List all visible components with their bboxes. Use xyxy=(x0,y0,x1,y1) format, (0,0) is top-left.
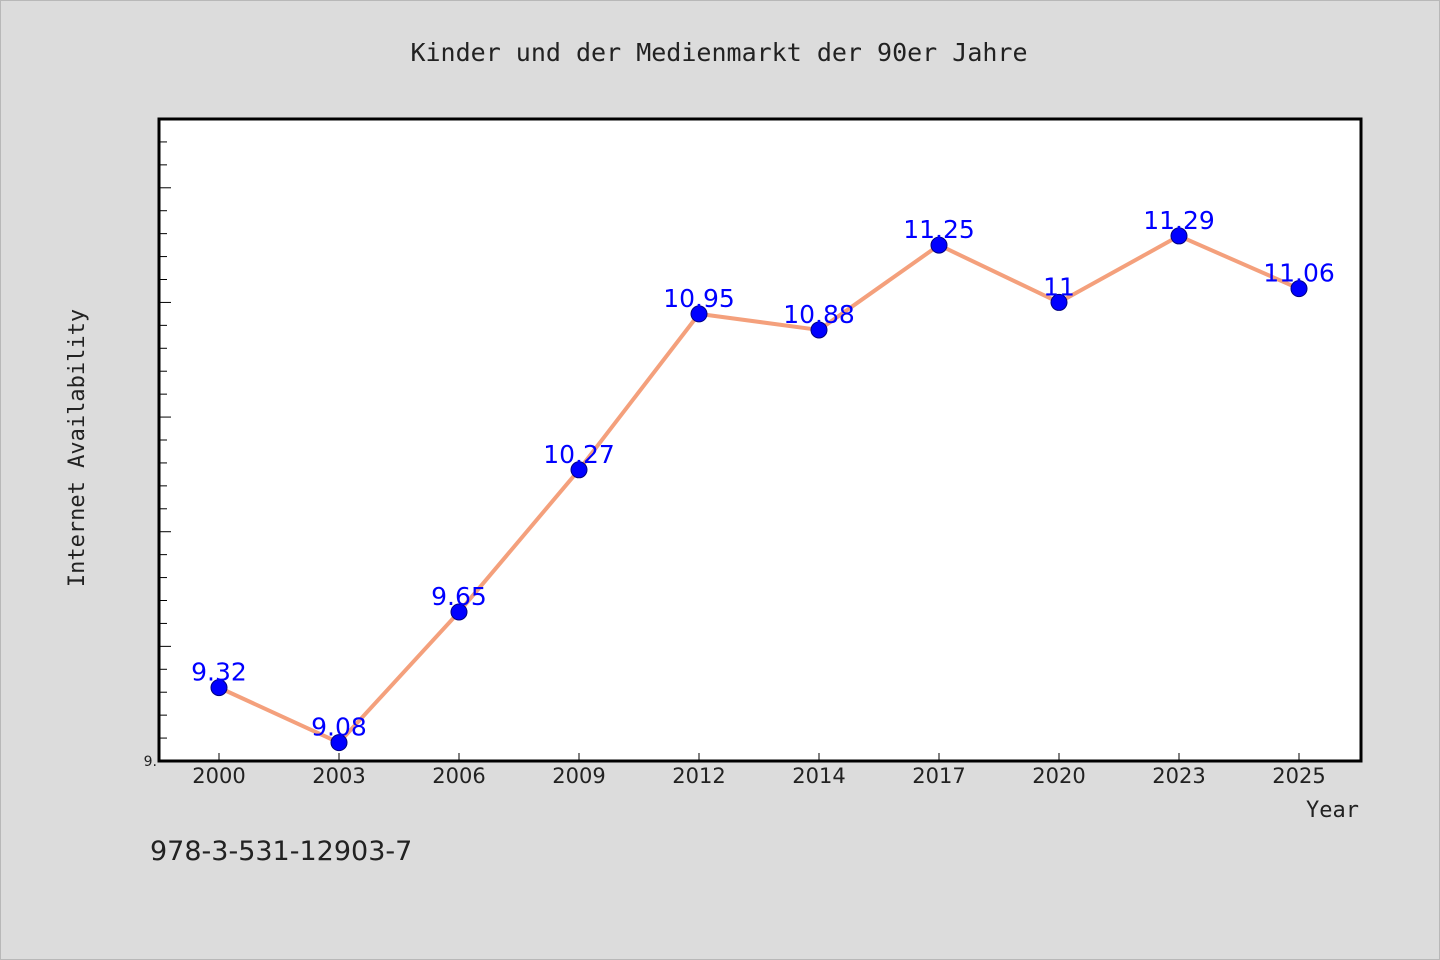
data-points xyxy=(210,227,1308,752)
x-tick-label: 2012 xyxy=(672,764,725,788)
y-axis-title: Internet Availability xyxy=(65,309,90,587)
data-point xyxy=(1290,280,1308,298)
x-tick-label: 2000 xyxy=(192,764,245,788)
data-point xyxy=(810,321,828,339)
data-point xyxy=(210,679,228,697)
plot-area xyxy=(157,117,1363,763)
data-point xyxy=(570,461,588,479)
data-label: 11 xyxy=(1043,272,1075,301)
data-label: 10.27 xyxy=(543,440,615,469)
x-tick-label: 2003 xyxy=(312,764,365,788)
data-point xyxy=(930,236,948,254)
x-tick-label: 2025 xyxy=(1272,764,1325,788)
x-tick-label: 2014 xyxy=(792,764,845,788)
x-axis-title: Year xyxy=(1306,798,1359,823)
x-tick-label: 2023 xyxy=(1152,764,1205,788)
data-point xyxy=(1170,227,1188,245)
data-label: 9.32 xyxy=(191,658,247,687)
x-axis-ticks xyxy=(218,753,1300,761)
data-point xyxy=(330,734,348,752)
series-line xyxy=(218,233,1300,745)
isbn-footer: 978-3-531-12903-7 xyxy=(150,836,413,867)
y-axis-ticks xyxy=(159,118,171,762)
data-label: 10.95 xyxy=(663,284,735,313)
data-point xyxy=(450,603,468,621)
data-point xyxy=(1050,293,1068,311)
data-labels: 9.32 9.08 9.65 10.27 10.95 10.88 11.25 11 11.29 1… xyxy=(191,206,1335,742)
x-tick-labels: 2000 2003 2006 2009 2012 2014 2017 2020 2023 2025 xyxy=(192,764,1325,788)
data-label: 9.08 xyxy=(311,713,367,742)
y-tick-label: 9. xyxy=(144,754,157,770)
x-tick-label: 2006 xyxy=(432,764,485,788)
y-tick-labels: 9. xyxy=(144,754,157,770)
data-label: 11.25 xyxy=(903,215,975,244)
x-tick-label: 2017 xyxy=(912,764,965,788)
chart-title: Kinder und der Medienmarkt der 90er Jahr… xyxy=(410,38,1027,67)
data-label: 11.06 xyxy=(1263,259,1335,288)
data-label: 10.88 xyxy=(783,300,855,329)
data-label: 11.29 xyxy=(1143,206,1215,235)
x-tick-label: 2009 xyxy=(552,764,605,788)
data-label: 9.65 xyxy=(431,582,487,611)
x-tick-label: 2020 xyxy=(1032,764,1085,788)
data-point xyxy=(690,305,708,323)
